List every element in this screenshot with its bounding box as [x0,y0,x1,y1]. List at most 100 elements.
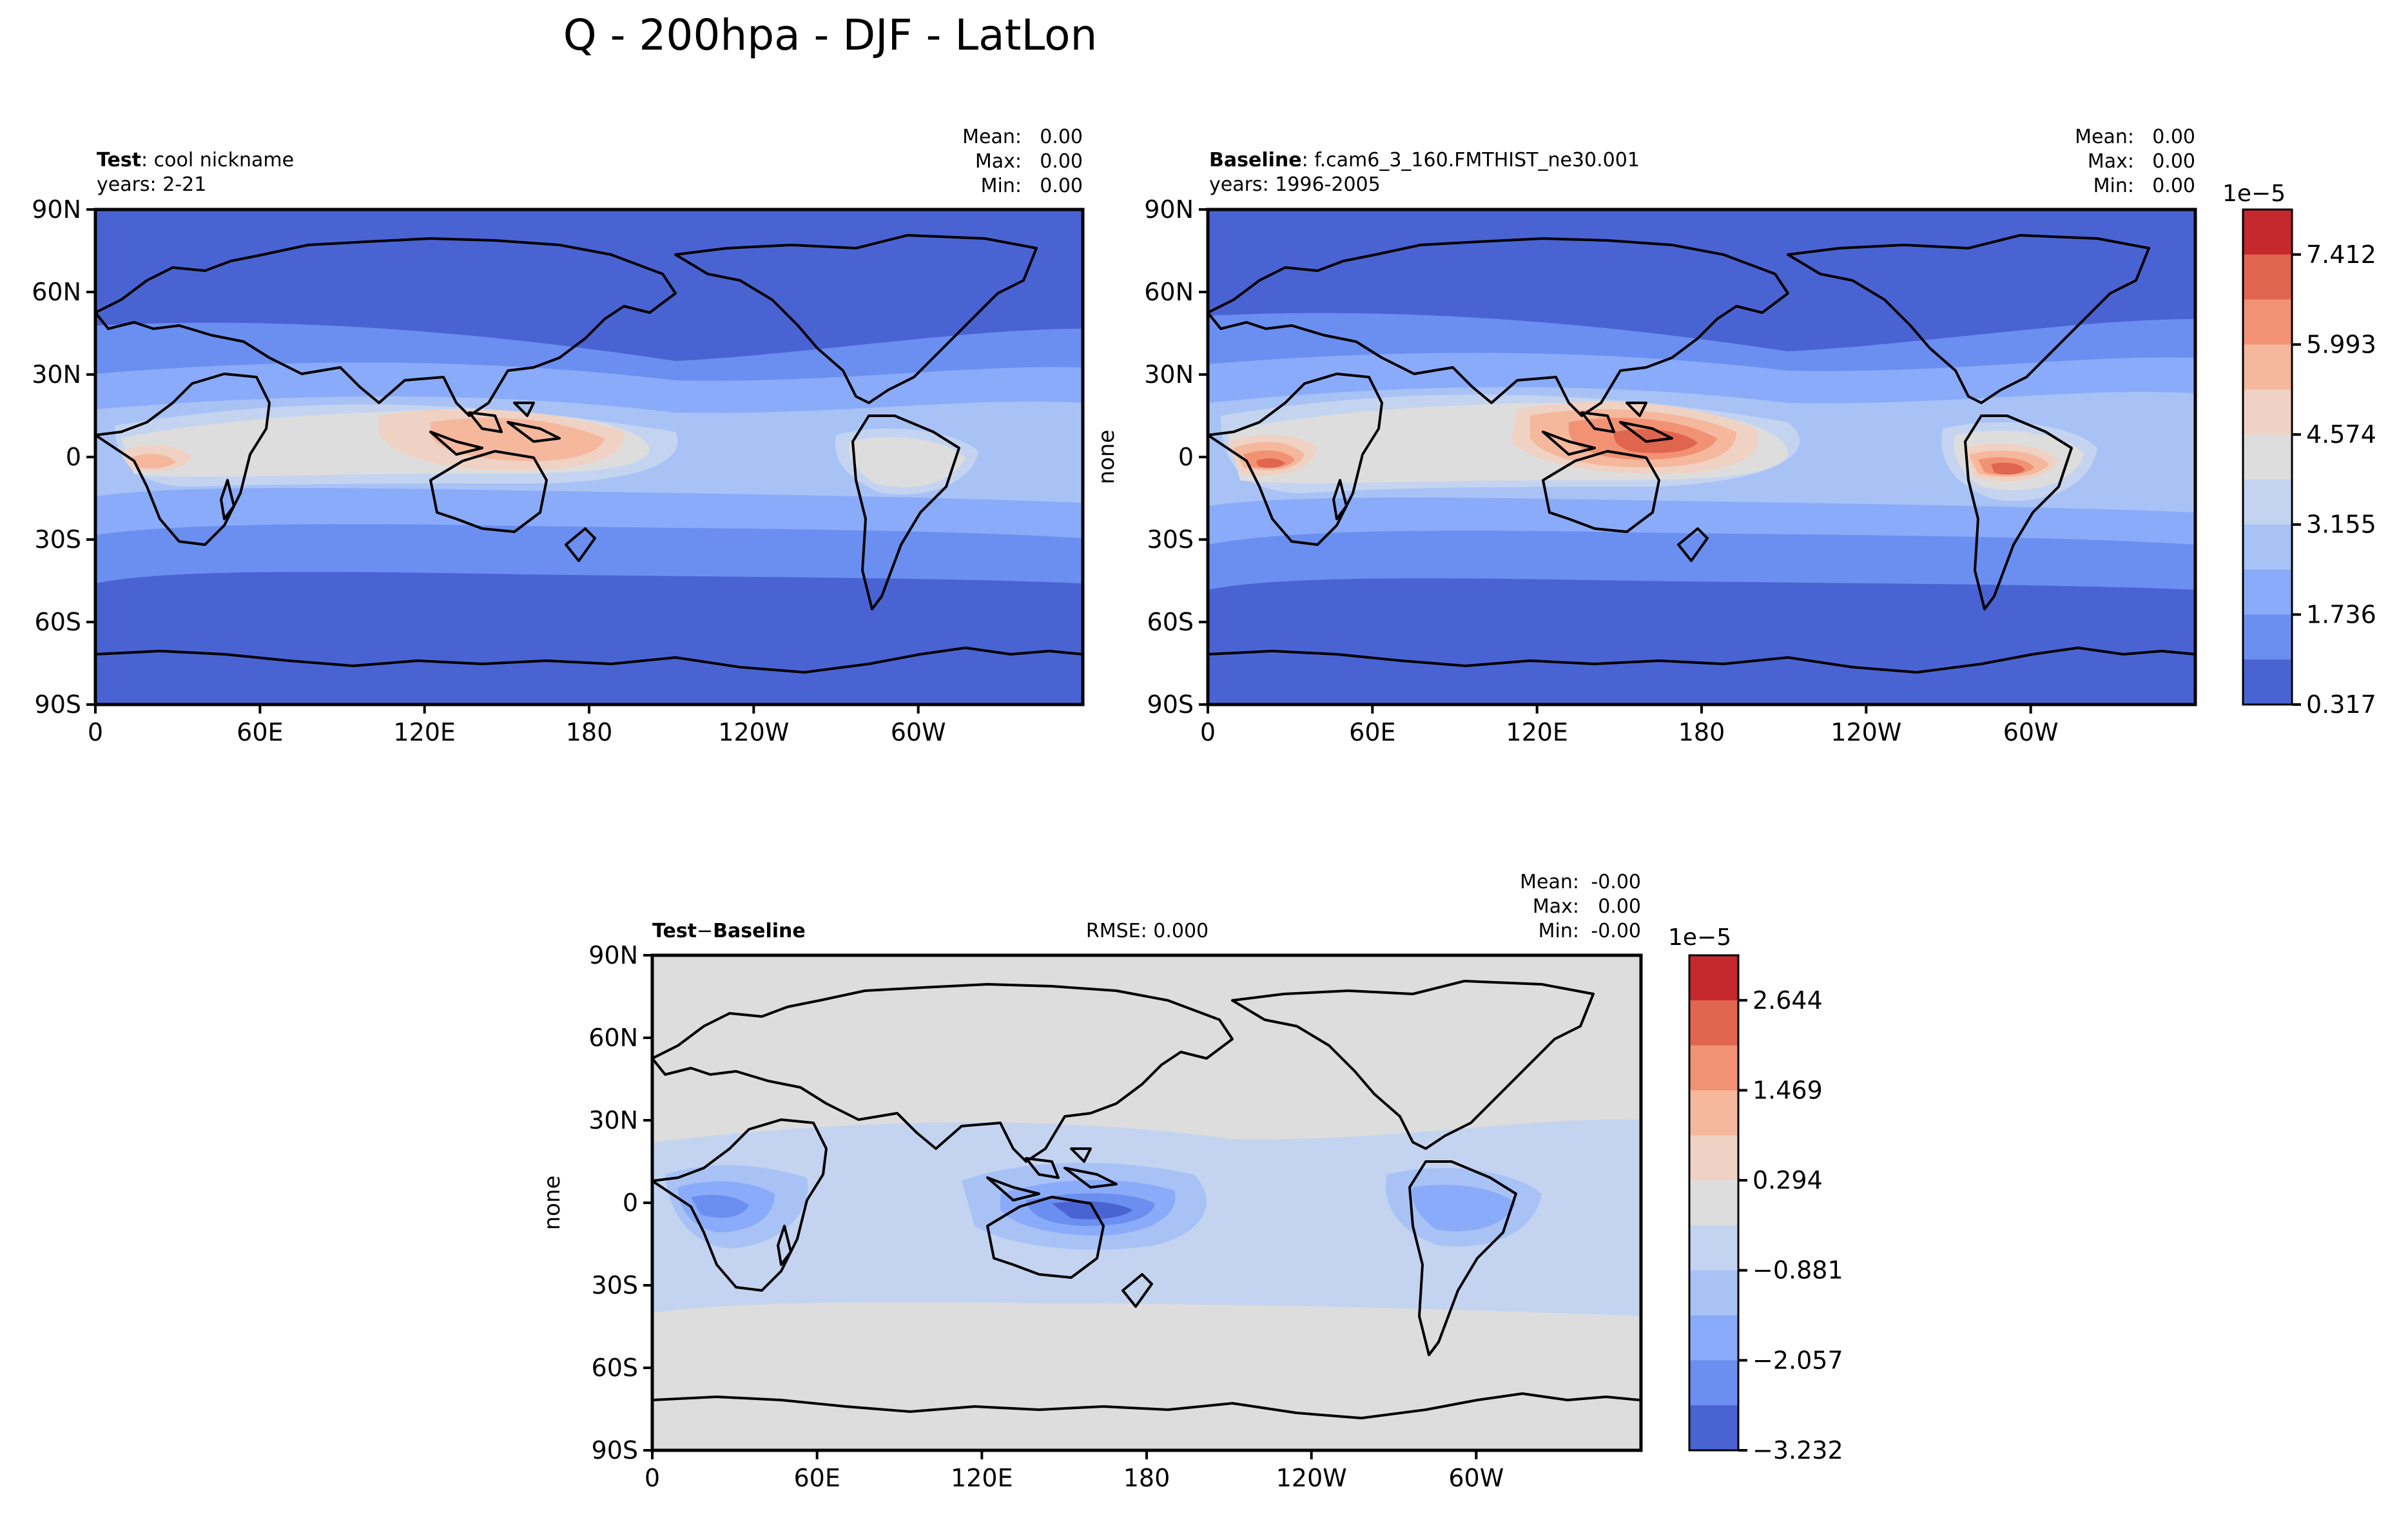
top-colorbar-swatch [2243,434,2292,480]
diff-lat-axis: 90N 60N 30N 0 30S 60S 90S [588,941,652,1464]
diff-stat-label-mean: Mean: [1520,871,1579,893]
diff-colorbar-tick-label: 1.469 [1753,1076,1823,1104]
test-lon-axis-tick-label: 60W [891,718,946,746]
diff-colorbar-swatch [1689,1180,1738,1226]
diff-lat-axis-tick-label: 90N [588,941,638,969]
test-stat-label-max: Max: [975,150,1022,173]
test-lat-axis-tick-label: 90N [32,195,81,224]
diff-colorbar: 1e−5 −3.232 −2.057 −0.881 0.294 1.469 2.644 [1668,924,1843,1464]
diff-colorbar-tick-label: 2.644 [1753,986,1823,1015]
diff-lat-axis-tick-label: 30S [592,1271,638,1299]
baseline-map-field [1208,209,2195,705]
diff-ylabel: none [539,1176,565,1231]
diff-lon-axis-tick-label: 180 [1123,1464,1170,1492]
baseline-lon-axis-tick-label: 0 [1200,718,1216,746]
top-colorbar-swatch [2243,479,2292,525]
top-colorbar-swatch [2243,659,2292,705]
diff-lon-axis-tick-label: 60W [1448,1464,1504,1492]
baseline-lon-axis: 0 60E 120E 180 120W 60W [1200,705,2059,746]
baseline-lat-axis-tick-label: 60S [1147,608,1194,636]
baseline-label-rest: : f.cam6_3_160.FMTHIST_ne30.001 [1302,149,1640,171]
diff-colorbar-frame [1688,954,1740,1452]
baseline-lat-axis-tick-label: 90S [1147,690,1194,719]
diff-colorbar-tick-label: −2.057 [1753,1346,1843,1374]
test-stats: Mean: Max: Min: 0.00 0.00 0.00 [962,126,1083,197]
baseline-stat-label-min: Min: [2093,175,2134,197]
diff-lon-axis-tick-label: 120W [1276,1464,1347,1492]
top-colorbar-swatch [2243,389,2292,435]
baseline-lon-axis-tick-label: 120W [1830,718,1901,746]
test-lon-axis-tick-label: 0 [88,718,103,746]
baseline-stat-label-max: Max: [2088,150,2134,173]
diff-stat-label-max: Max: [1533,895,1579,918]
diff-colorbar-exponent: 1e−5 [1668,924,1731,951]
diff-stat-value-min: -0.00 [1591,920,1641,942]
test-lon-axis-tick-label: 120W [718,718,789,746]
diff-label-baseline: Baseline [713,920,806,942]
test-lat-axis-tick-label: 60N [32,278,81,306]
top-colorbar-swatch [2243,209,2292,255]
diff-map-field [652,955,1641,1450]
diff-stat-label-min: Min: [1539,920,1579,942]
top-colorbar: 1e−5 0.317 1.736 3.155 4.574 5.993 7.412 [2222,180,2376,719]
test-years: years: 2-21 [97,173,206,196]
diff-panel-label: Test−Baseline [652,920,806,942]
top-colorbar-tick-label: 1.736 [2306,600,2376,628]
diff-stat-value-max: 0.00 [1598,895,1641,918]
test-stat-value-min: 0.00 [1040,175,1083,197]
diff-colorbar-ticks: −3.232 −2.057 −0.881 0.294 1.469 2.644 [1738,986,1843,1464]
diff-stats: Mean: Max: Min: -0.00 0.00 -0.00 [1520,871,1641,942]
top-colorbar-tick-label: 3.155 [2306,511,2376,539]
diff-colorbar-swatch [1689,1045,1738,1091]
diff-colorbar-swatch [1689,1090,1738,1136]
diff-rmse: RMSE: 0.000 [1086,920,1209,942]
diff-panel: Test−Baseline RMSE: 0.000 Mean: Max: Min… [539,871,1643,1492]
baseline-stat-label-mean: Mean: [2075,126,2134,148]
diff-label-test: Test [652,920,697,942]
diff-colorbar-swatch [1689,1270,1738,1316]
top-colorbar-tick-label: 0.317 [2306,690,2376,719]
test-lat-axis-tick-label: 90S [35,690,81,719]
top-colorbar-tick-label: 4.574 [2306,420,2376,449]
top-colorbar-swatch [2243,254,2292,300]
baseline-lon-axis-tick-label: 60W [2003,718,2059,746]
baseline-ylabel: none [1094,430,1120,485]
diff-lat-axis-tick-label: 0 [623,1189,638,1217]
test-lon-axis-tick-label: 180 [566,718,613,746]
diff-lon-axis-tick-label: 120E [951,1464,1013,1492]
diff-lon-axis-tick-label: 60E [793,1464,840,1492]
test-label-bold: Test [97,149,141,171]
test-stat-value-mean: 0.00 [1040,126,1083,148]
test-stat-label-mean: Mean: [962,126,1022,148]
test-stat-label-min: Min: [981,175,1022,197]
test-lat-axis-tick-label: 30N [32,360,81,389]
diff-lat-axis-tick-label: 30N [588,1106,638,1134]
diff-colorbar-swatch [1689,955,1738,1001]
test-lat-axis-tick-label: 60S [35,608,81,636]
diff-colorbar-swatch [1689,1315,1738,1361]
test-lon-axis-tick-label: 60E [237,718,283,746]
test-lat-axis-tick-label: 30S [35,525,81,554]
test-lon-axis: 0 60E 120E 180 120W 60W [88,705,946,746]
test-stat-value-max: 0.00 [1040,150,1083,173]
diff-lat-axis-tick-label: 60S [592,1354,638,1382]
top-colorbar-frame [2242,208,2293,706]
test-lon-axis-tick-label: 120E [393,718,456,746]
baseline-panel: Baseline: f.cam6_3_160.FMTHIST_ne30.001 … [1094,126,2197,746]
baseline-stats: Mean: Max: Min: 0.00 0.00 0.00 [2075,126,2195,197]
diff-colorbar-tick-label: 0.294 [1753,1166,1823,1194]
baseline-years: years: 1996-2005 [1209,173,1381,196]
baseline-lat-axis-tick-label: 90N [1144,195,1194,224]
baseline-lat-axis-tick-label: 30N [1144,360,1194,389]
test-lat-axis-tick-label: 0 [66,443,81,471]
baseline-lat-axis-tick-label: 0 [1178,443,1194,471]
figure-title: Q - 200hpa - DJF - LatLon [563,10,1098,60]
baseline-lon-axis-tick-label: 60E [1349,718,1395,746]
top-colorbar-ticks: 0.317 1.736 3.155 4.574 5.993 7.412 [2292,240,2376,719]
baseline-stat-value-max: 0.00 [2152,150,2195,173]
diff-lat-axis-tick-label: 90S [592,1436,638,1464]
baseline-panel-label: Baseline: f.cam6_3_160.FMTHIST_ne30.001 [1209,149,1640,171]
top-colorbar-tick-label: 7.412 [2306,240,2376,269]
top-colorbar-swatch [2243,524,2292,570]
